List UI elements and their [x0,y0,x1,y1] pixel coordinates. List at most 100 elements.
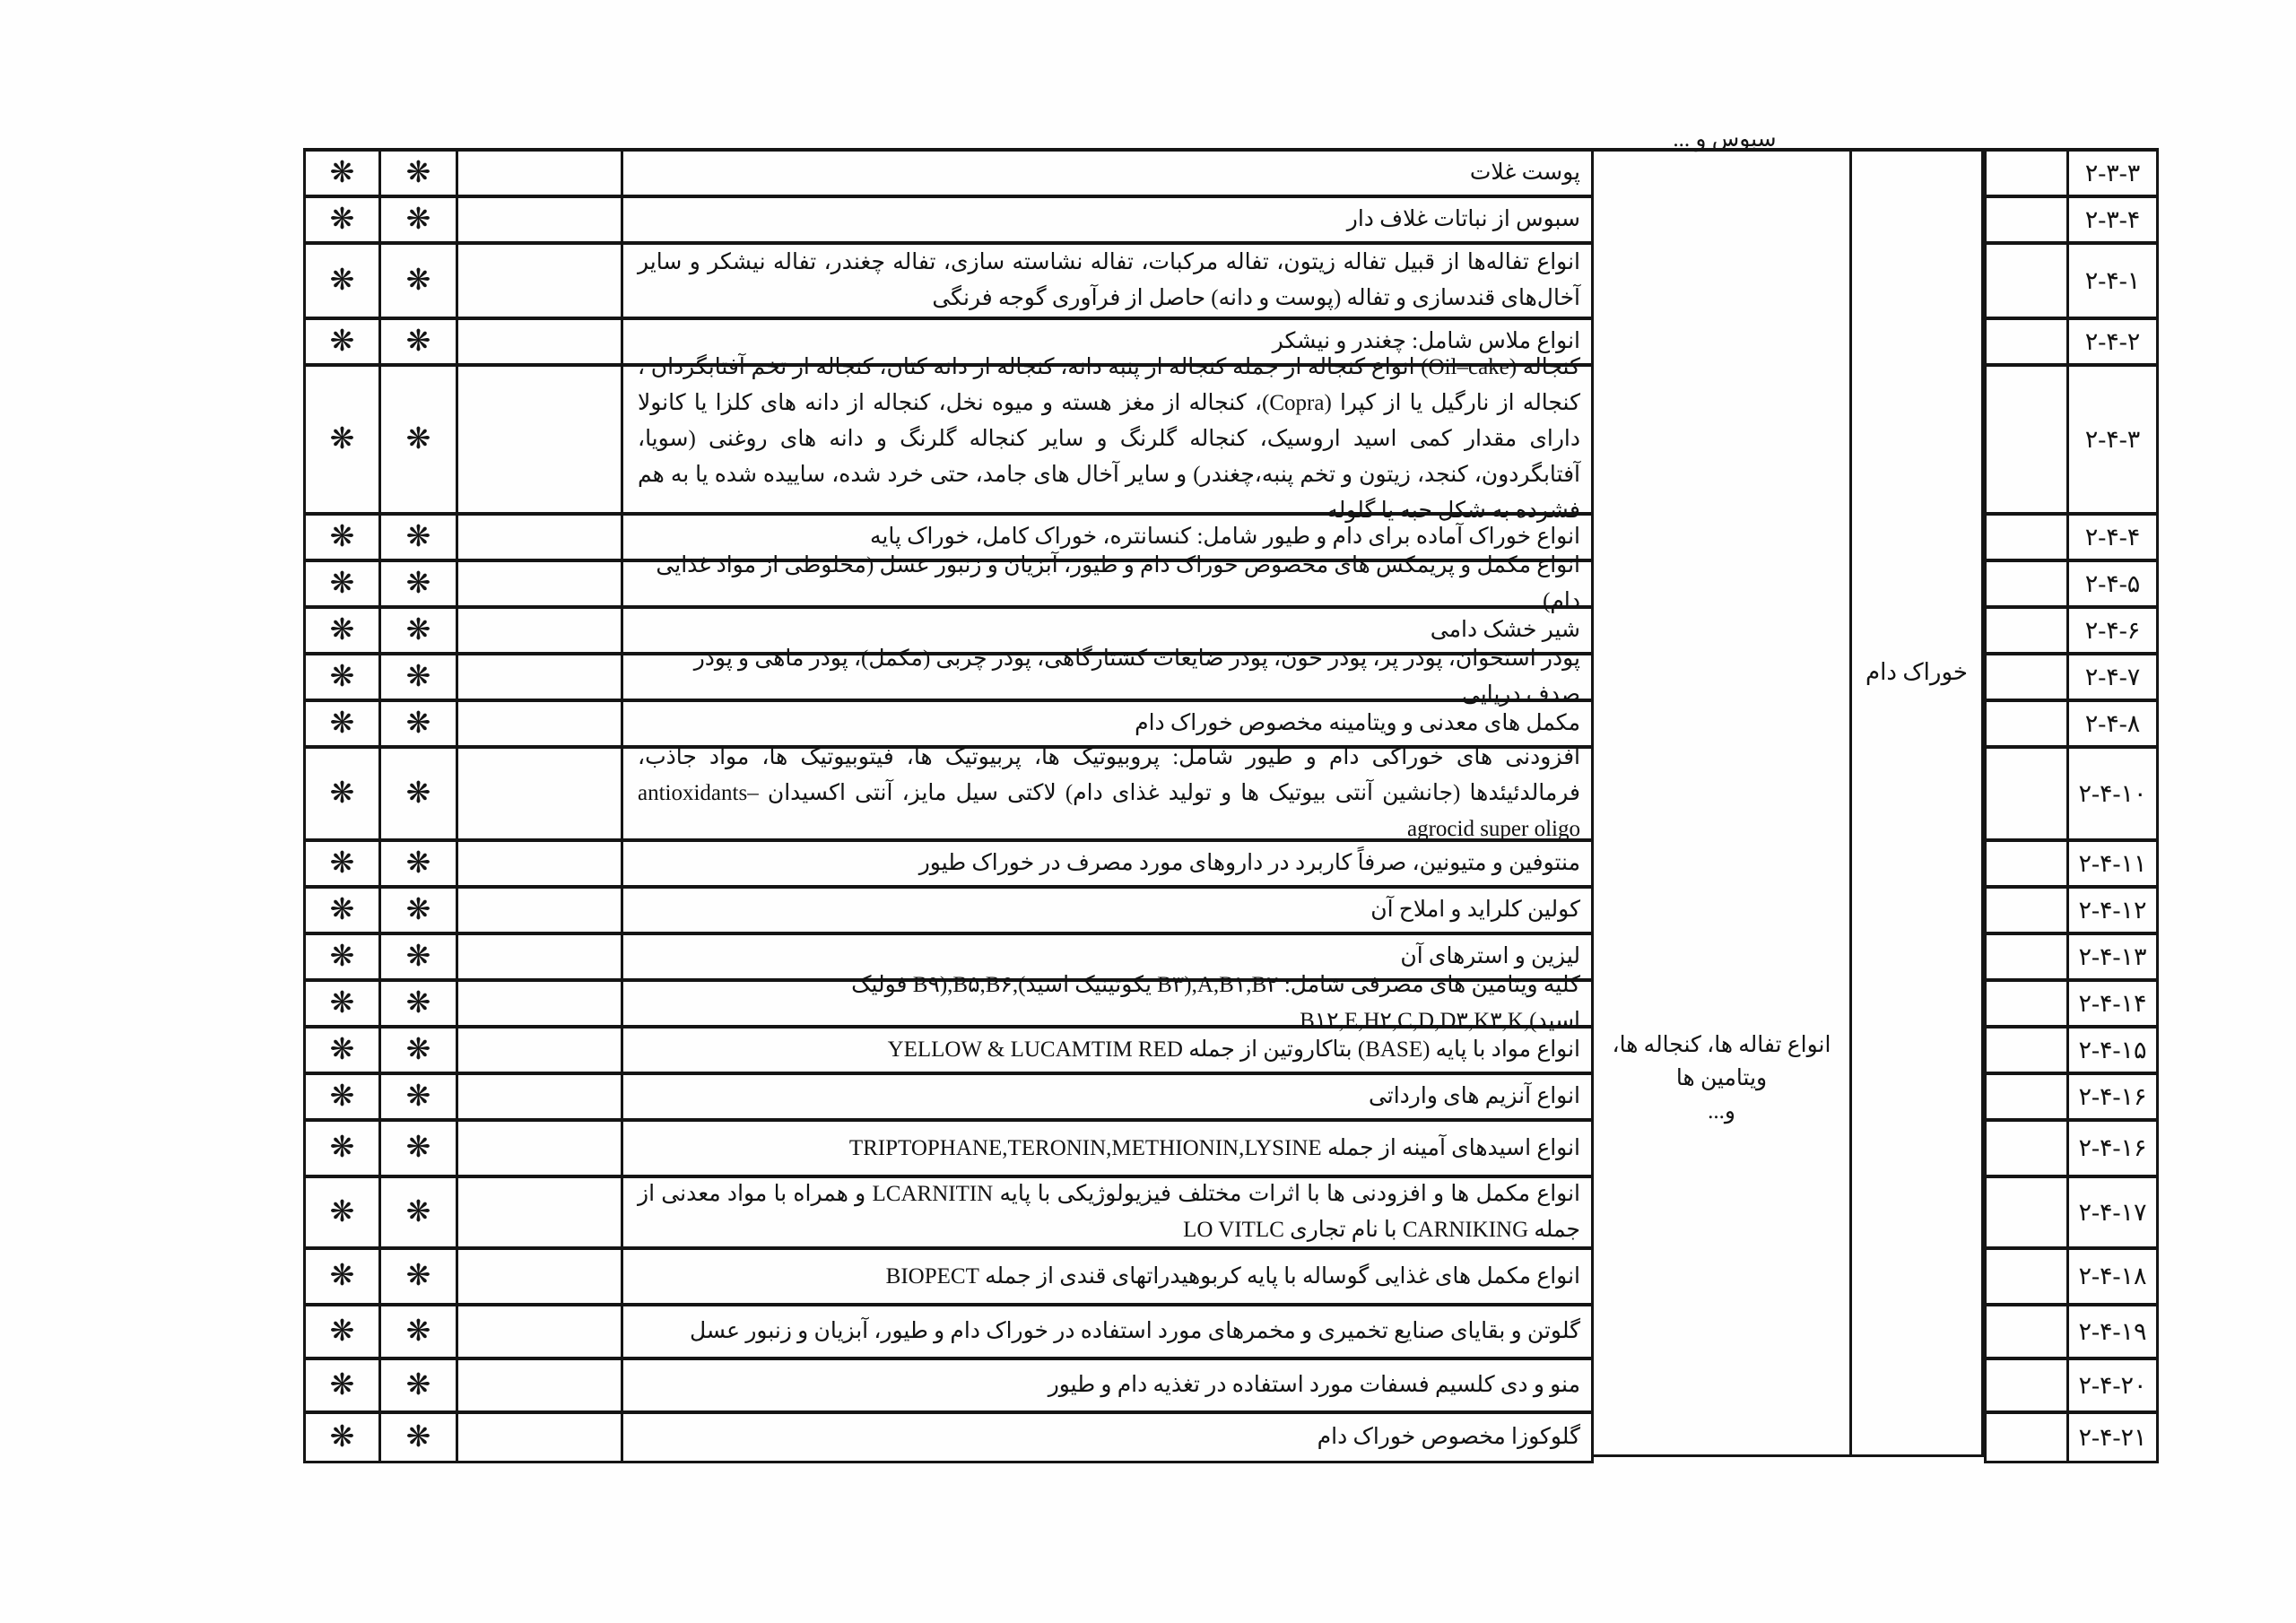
row-description: انواع اسیدهای آمینه از جمله TRIPTOPHANE,… [848,1135,1580,1160]
description-cell: پودر استخوان، پودر پر، پودر خون، پودر ضا… [623,647,1591,707]
asterisk-icon: ❋ [405,707,431,740]
star-cell-1: ❋ [306,1414,381,1461]
code-cell: ۲-۴-۷ [2069,655,2156,699]
star-cell-2: ❋ [381,516,458,559]
row-description: انواع مواد با پایه (BASE) بتاکاروتین از … [887,1037,1580,1062]
row-description: انواع خوراک آماده برای دام و طیور شامل: … [870,525,1580,549]
asterisk-icon: ❋ [329,156,355,189]
table-row: ❋ ❋ پوست غلات [306,152,1591,198]
code-cell: ۲-۴-۱۹ [2069,1306,2156,1357]
empty-cell [458,245,623,317]
empty-cell [458,1306,623,1357]
star-cell-2: ❋ [381,320,458,363]
code-row: ۲-۳-۳ [1987,152,2156,198]
code-cell: ۲-۴-۳ [2069,367,2156,512]
cutoff-category-fragment: سبوس و ... [1657,136,1792,164]
empty-cell [1987,1414,2069,1461]
cutoff-category-text: سبوس و ... [1673,136,1777,152]
empty-cell [1987,1178,2069,1246]
asterisk-icon: ❋ [329,1420,355,1454]
empty-cell [458,1122,623,1175]
description-cell: کلیه ویتامین های مصرفی شامل: A,B۱,B۲,(B۳… [623,973,1591,1033]
empty-cell [1987,562,2069,605]
code-cell: ۲-۴-۶ [2069,609,2156,652]
asterisk-icon: ❋ [405,660,431,693]
asterisk-icon: ❋ [405,613,431,647]
description-cell: انواع مکمل و پریمکس های مخصوص خوراک دام … [623,553,1591,613]
asterisk-icon: ❋ [405,846,431,880]
asterisk-icon: ❋ [405,422,431,456]
livestock-feed-label: خوراک دام [1866,659,1968,685]
asterisk-icon: ❋ [405,520,431,553]
description-cell: انواع آنزیم های وارداتی [623,1075,1591,1118]
empty-cell [1987,152,2069,195]
star-cell-2: ❋ [381,655,458,699]
description-cell: کولین کلراید و املاح آن [623,889,1591,932]
row-code: ۲-۴-۱ [2084,266,2141,294]
row-description: پودر استخوان، پودر پر، پودر خون، پودر ضا… [693,647,1580,707]
code-row: ۲-۴-۲۱ [1987,1414,2156,1461]
star-cell-1: ❋ [306,562,381,605]
star-cell-1: ❋ [306,516,381,559]
asterisk-icon: ❋ [329,567,355,600]
asterisk-icon: ❋ [329,520,355,553]
asterisk-icon: ❋ [405,893,431,926]
star-cell-1: ❋ [306,1360,381,1410]
star-cell-2: ❋ [381,1360,458,1410]
row-description: سبوس از نباتات غلاف دار [1346,207,1580,231]
row-description: انواع مکمل های غذایی گوساله با پایه کربو… [885,1263,1580,1289]
star-cell-2: ❋ [381,982,458,1025]
asterisk-icon: ❋ [405,1315,431,1348]
star-cell-2: ❋ [381,1178,458,1246]
row-code: ۲-۴-۱۱ [2078,849,2147,877]
row-description: گلوتن و بقایای صنایع تخمیری و مخمرهای مو… [689,1319,1580,1343]
code-cell: ۲-۳-۴ [2069,198,2156,241]
row-code: ۲-۴-۱۶ [2078,1134,2147,1161]
empty-cell [458,1178,623,1246]
asterisk-icon: ❋ [329,940,355,973]
code-cell: ۲-۴-۱۶ [2069,1122,2156,1175]
description-cell: سبوس از نباتات غلاف دار [623,198,1591,241]
code-row: ۲-۴-۴ [1987,516,2156,562]
row-code: ۲-۴-۲۱ [2078,1423,2147,1451]
code-row: ۲-۴-۱۷ [1987,1178,2156,1250]
row-code: ۲-۴-۱۸ [2078,1263,2147,1289]
description-cell: انواع ملاس شامل: چغندر و نیشکر [623,320,1591,363]
star-cell-1: ❋ [306,152,381,195]
empty-cell [1987,889,2069,932]
row-code: ۲-۴-۵ [2084,569,2141,597]
empty-cell [1987,842,2069,885]
asterisk-icon: ❋ [329,986,355,1020]
empty-cell [1987,982,2069,1025]
row-code: ۲-۳-۴ [2084,205,2141,233]
table-row: ❋ ❋ پودر استخوان، پودر پر، پودر خون، پود… [306,647,1591,707]
table-row: ❋ ❋ منو و دی کلسیم فسفات مورد استفاده در… [306,1360,1591,1414]
row-code: ۲-۴-۱۴ [2078,989,2147,1017]
table-row: ❋ ❋ کولین کلراید و املاح آن [306,889,1591,935]
code-cell: ۲-۴-۲۱ [2069,1414,2156,1461]
empty-cell [458,702,623,745]
empty-cell [1987,655,2069,699]
star-cell-2: ❋ [381,1250,458,1303]
description-cell: انواع اسیدهای آمینه از جمله TRIPTOPHANE,… [623,1122,1591,1175]
code-cell: ۲-۴-۵ [2069,562,2156,605]
code-cell: ۲-۴-۱ [2069,245,2156,317]
row-code: ۲-۴-۱۹ [2078,1317,2147,1345]
star-cell-1: ❋ [306,842,381,885]
row-code: ۲-۴-۱۳ [2078,942,2147,970]
asterisk-icon: ❋ [405,567,431,600]
code-row: ۲-۴-۵ [1987,562,2156,609]
row-code: ۲-۴-۱۵ [2078,1036,2147,1063]
description-cell: انواع خوراک آماده برای دام و طیور شامل: … [623,516,1591,559]
asterisk-icon: ❋ [329,1368,355,1402]
asterisk-icon: ❋ [405,1132,431,1164]
star-cell-1: ❋ [306,982,381,1025]
table-row: ❋ ❋ انواع مکمل های غذایی گوساله با پایه … [306,1250,1591,1306]
asterisk-icon: ❋ [329,1195,355,1228]
table-row: ❋ ❋ انواع اسیدهای آمینه از جمله TRIPTOPH… [306,1122,1591,1178]
asterisk-icon: ❋ [405,1195,431,1228]
code-cell: ۲-۴-۱۲ [2069,889,2156,932]
table-row: ❋ ❋ منتوفین و متیونین، صرفاً کاربرد در د… [306,842,1591,889]
table-row: ❋ ❋ گلوکوزا مخصوص خوراک دام [306,1414,1591,1461]
code-row: ۲-۴-۸ [1987,702,2156,749]
